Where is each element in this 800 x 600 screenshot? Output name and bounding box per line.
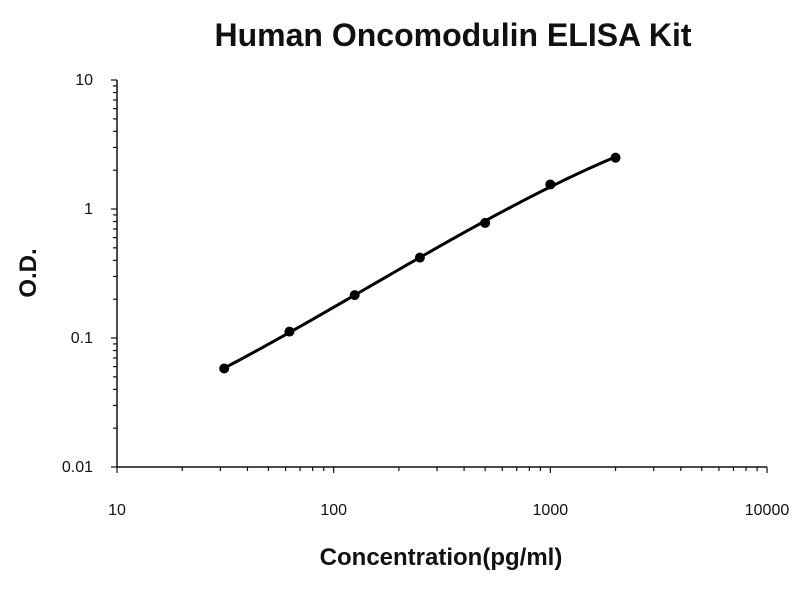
x-tick-label: 10000 <box>745 502 790 519</box>
y-axis-tick-labels: 0.01 0.1 1 10 <box>62 72 93 476</box>
x-tick-label: 1000 <box>533 502 569 519</box>
y-tick-label: 1 <box>84 201 93 218</box>
data-points <box>219 152 621 374</box>
y-tick-label: 0.1 <box>71 330 93 347</box>
x-tick-label: 100 <box>320 502 347 519</box>
data-point <box>414 252 425 263</box>
data-point <box>349 290 360 301</box>
data-point <box>545 179 556 190</box>
data-point <box>284 326 295 337</box>
y-axis-ticks <box>111 79 117 468</box>
chart-title: Human Oncomodulin ELISA Kit <box>214 17 691 53</box>
y-tick-label: 10 <box>75 72 93 89</box>
data-point <box>480 217 491 228</box>
x-axis-label: Concentration(pg/ml) <box>320 544 563 571</box>
data-point <box>219 363 230 374</box>
x-axis-ticks <box>116 467 768 473</box>
plot-area: 10 100 1000 10000 0.01 0.1 1 10 <box>62 72 789 519</box>
y-tick-label: 0.01 <box>62 459 93 476</box>
x-tick-label: 10 <box>108 502 126 519</box>
y-axis-label: O.D. <box>15 248 42 297</box>
x-axis-tick-labels: 10 100 1000 10000 <box>108 502 789 519</box>
data-point <box>610 152 621 163</box>
